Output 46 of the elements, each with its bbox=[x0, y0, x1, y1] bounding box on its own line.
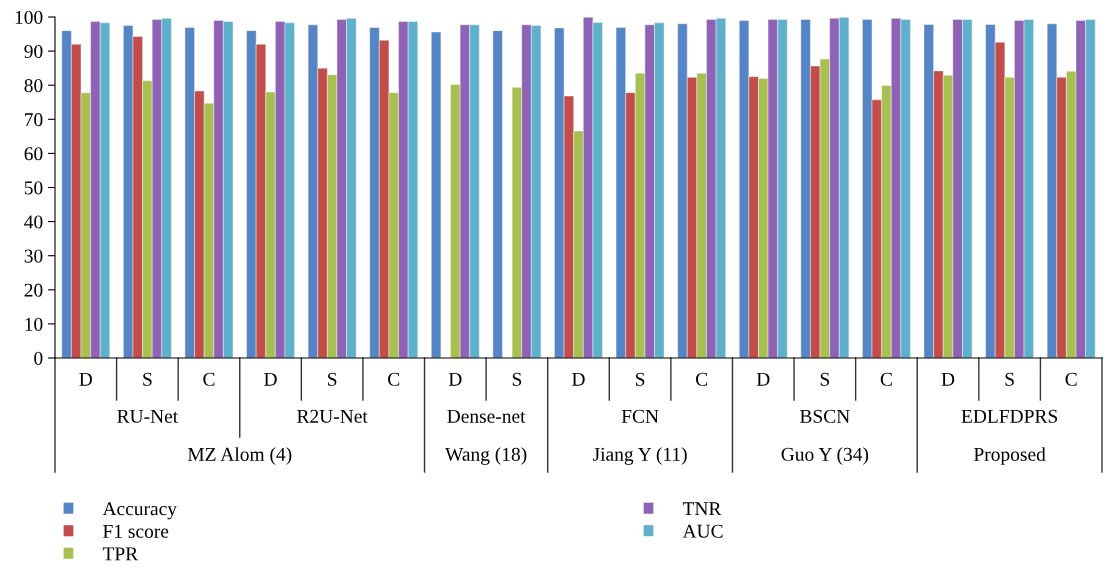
y-tick-label: 0 bbox=[34, 351, 43, 365]
x-tick-label: D bbox=[448, 372, 462, 386]
y-tick-label: 90 bbox=[24, 44, 43, 59]
legend-label: TPR bbox=[102, 547, 139, 561]
x-tick-label: S bbox=[820, 372, 830, 386]
x-tick-label: C bbox=[880, 372, 892, 386]
text: Jiang Y (11) bbox=[592, 447, 687, 465]
x-tick-label: C bbox=[203, 372, 215, 386]
x-tick-label: S bbox=[143, 372, 152, 386]
legend-label: TNR bbox=[682, 502, 722, 516]
x-tick-label: S bbox=[512, 372, 522, 386]
text: BSCN bbox=[800, 409, 850, 423]
x-tick-label: D bbox=[79, 372, 93, 386]
y-tick-label: 40 bbox=[24, 215, 43, 229]
x-tick-label: D bbox=[756, 372, 770, 386]
bar bbox=[431, 31, 442, 358]
bar bbox=[492, 30, 503, 358]
text: FCN bbox=[621, 409, 659, 423]
x-tick-label: S bbox=[1005, 372, 1014, 386]
y-tick-label: 100 bbox=[15, 10, 43, 24]
y-tick-label: 30 bbox=[24, 249, 43, 263]
y-tick-label: 20 bbox=[24, 283, 43, 297]
x-tick-label: S bbox=[328, 372, 337, 386]
text: Guo Y (34) bbox=[781, 447, 869, 465]
x-tick-label: D bbox=[572, 372, 585, 386]
text: RU-Net bbox=[117, 409, 179, 423]
y-tick-label: 80 bbox=[24, 79, 43, 93]
y-tick-label: 70 bbox=[25, 113, 43, 127]
x-tick-label: D bbox=[264, 372, 277, 386]
text: R2U-Net bbox=[297, 409, 368, 423]
legend-label: F1 score bbox=[103, 524, 169, 538]
x-tick-label: C bbox=[1065, 372, 1077, 386]
y-tick-label: 10 bbox=[25, 317, 43, 331]
text: Dense-net bbox=[447, 409, 526, 423]
text: MZ Alom (4) bbox=[187, 447, 292, 465]
x-tick-label: S bbox=[635, 372, 645, 386]
y-tick-label: 60 bbox=[24, 147, 43, 161]
x-tick-label: C bbox=[388, 372, 400, 386]
x-tick-label: C bbox=[695, 372, 708, 386]
y-tick-label: 50 bbox=[24, 181, 43, 195]
text: Wang (18) bbox=[445, 447, 527, 465]
legend-label: Accuracy bbox=[102, 502, 177, 520]
text: EDLFDPRS bbox=[961, 409, 1058, 423]
x-tick-label: D bbox=[941, 372, 955, 386]
text: Proposed bbox=[973, 447, 1046, 465]
legend-label: AUC bbox=[682, 524, 723, 538]
